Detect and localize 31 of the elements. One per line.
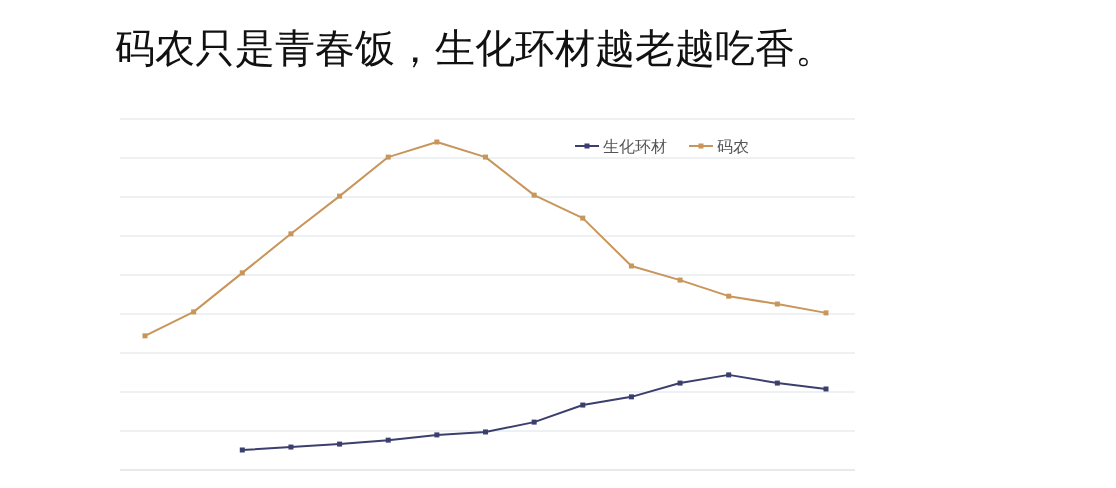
point	[677, 277, 683, 283]
point	[726, 372, 732, 378]
point	[385, 154, 391, 160]
legend-label: 码农	[717, 137, 749, 156]
point	[288, 231, 294, 237]
point	[774, 380, 780, 386]
point	[580, 215, 586, 221]
point	[628, 394, 634, 400]
chart-title: 码农只是青春饭，生化环材越老越吃香。	[115, 25, 835, 71]
point	[434, 432, 440, 438]
point	[483, 154, 488, 160]
point	[531, 192, 537, 198]
point	[823, 386, 829, 392]
point	[483, 429, 488, 435]
point	[385, 437, 391, 443]
point	[142, 333, 148, 339]
point	[239, 447, 245, 453]
point	[726, 293, 732, 299]
point	[774, 301, 780, 307]
legend-label: 生化环材	[603, 137, 667, 156]
point	[580, 402, 586, 408]
point	[823, 310, 829, 316]
point	[434, 139, 440, 145]
point	[337, 193, 343, 199]
point	[628, 263, 634, 269]
point	[531, 419, 537, 425]
point	[239, 270, 245, 276]
point	[288, 444, 294, 450]
point	[337, 441, 343, 447]
point	[191, 309, 197, 315]
point	[677, 380, 683, 386]
